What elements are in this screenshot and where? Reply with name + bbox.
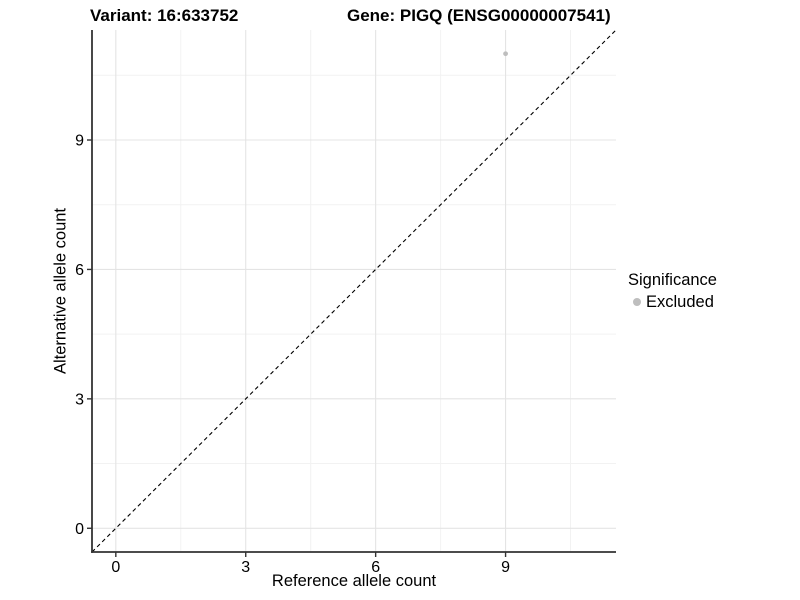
- data-point: [503, 51, 508, 57]
- y-tick-label: 3: [75, 391, 84, 408]
- x-tick-label: 6: [371, 559, 380, 576]
- y-tick-label: 9: [75, 133, 84, 150]
- plot-title-variant: Variant: 16:633752: [90, 6, 239, 25]
- y-axis-title: Alternative allele count: [51, 208, 70, 375]
- y-tick-label: 0: [75, 521, 84, 538]
- legend-point-icon: [633, 298, 641, 306]
- x-axis-title: Reference allele count: [271, 572, 437, 590]
- legend-entry-label: Excluded: [646, 293, 714, 311]
- legend-title: Significance: [628, 271, 717, 289]
- x-tick-label: 0: [111, 559, 120, 576]
- x-tick-label: 3: [241, 559, 250, 576]
- identity-line: [91, 29, 617, 553]
- legend-entry-excluded: Excluded: [628, 292, 717, 312]
- y-tick-label: 6: [75, 262, 84, 279]
- legend: Significance Excluded: [628, 268, 717, 312]
- x-tick-label: 9: [501, 559, 510, 576]
- plot-title-gene: Gene: PIGQ (ENSG00000007541): [347, 6, 611, 25]
